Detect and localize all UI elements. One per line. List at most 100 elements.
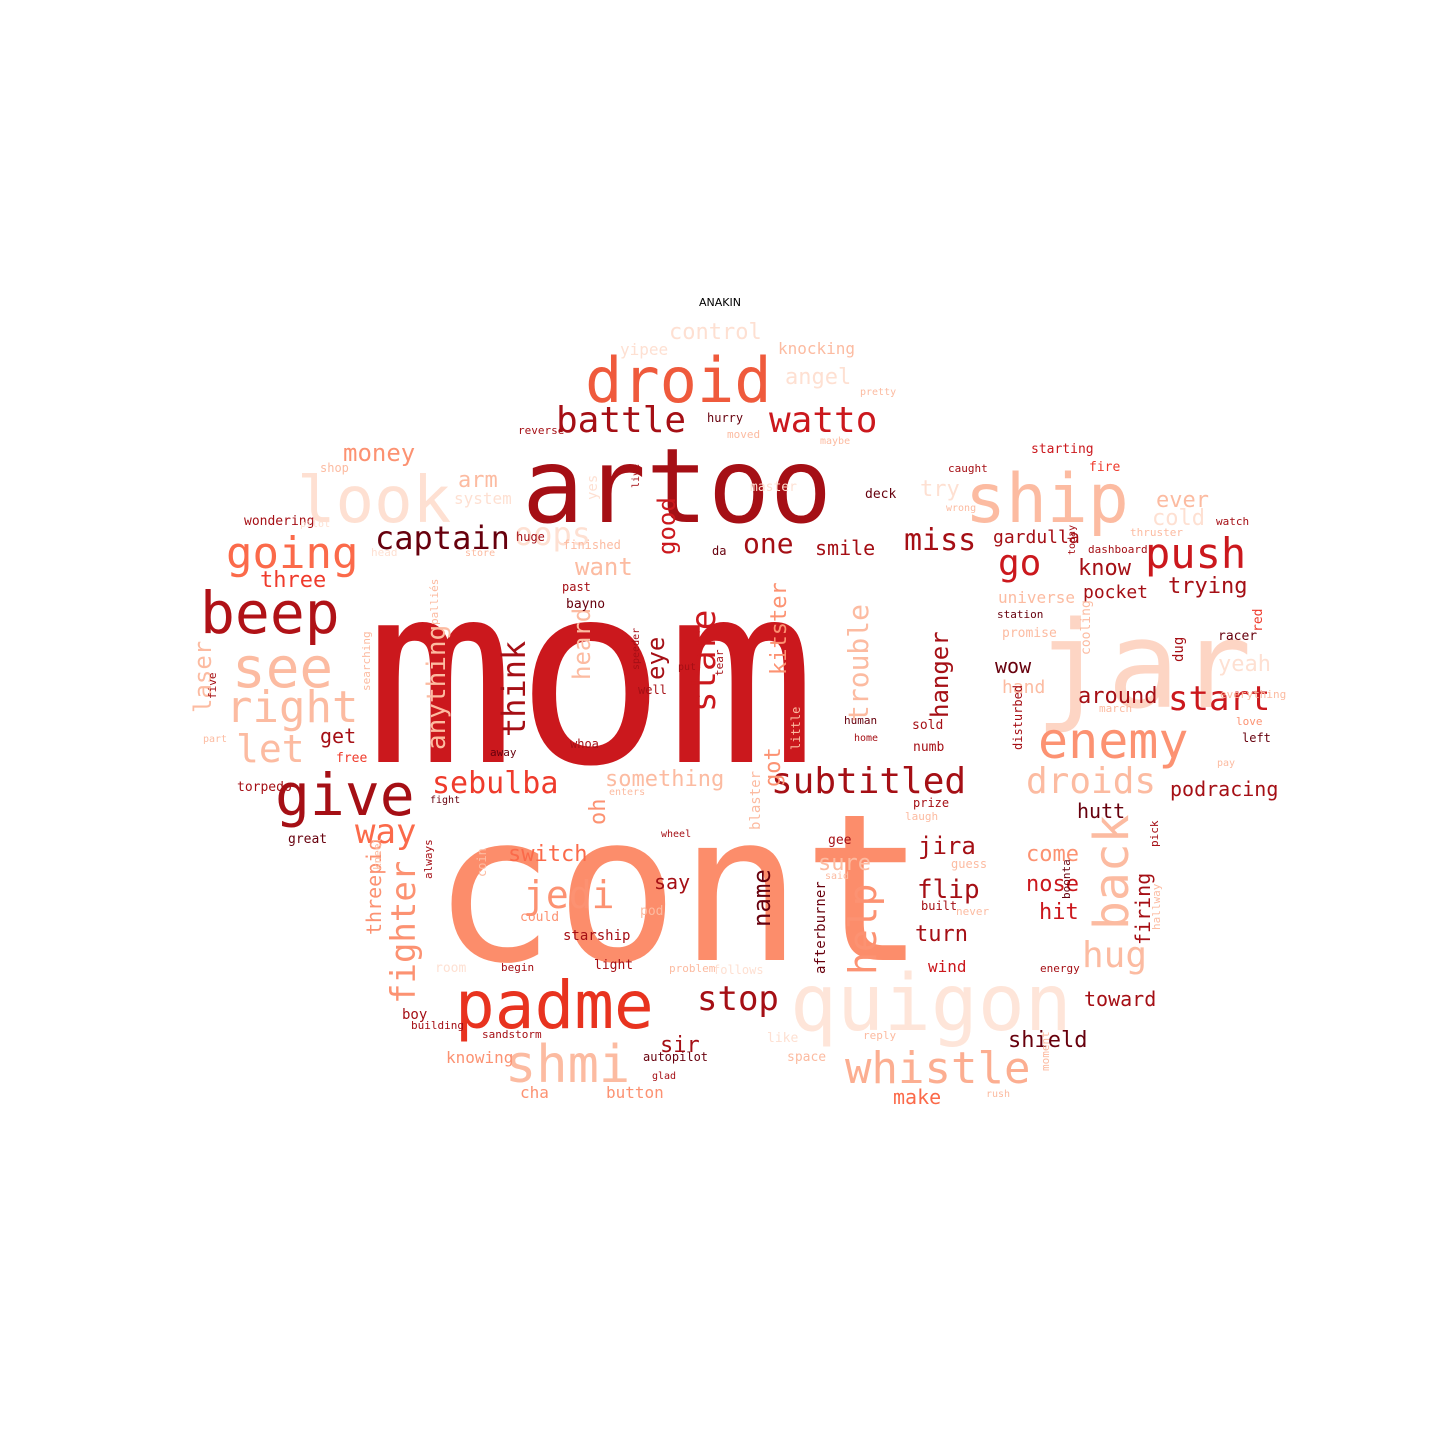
cloud-word: wind (928, 957, 967, 976)
cloud-word: sure (818, 851, 871, 876)
cloud-word: well (638, 683, 667, 697)
cloud-word: room (435, 961, 466, 976)
cloud-word: shop (320, 461, 349, 475)
cloud-word: begin (501, 961, 534, 974)
cloud-word: stop (697, 979, 779, 1019)
cloud-title: ANAKIN (699, 296, 741, 309)
cloud-word: trouble (842, 604, 875, 722)
cloud-word: oh (586, 799, 611, 826)
cloud-word: moment (1039, 1031, 1052, 1071)
cloud-word: got (761, 747, 786, 787)
cloud-word: home (854, 733, 878, 744)
cloud-word: oops (514, 515, 591, 553)
cloud-word: jar (1035, 597, 1252, 736)
cloud-word: sold (912, 718, 943, 733)
cloud-word: head (371, 546, 398, 559)
cloud-word: something (605, 767, 724, 792)
cloud-word: little (789, 707, 803, 750)
cloud-word: button (606, 1083, 664, 1102)
cloud-word: pilot (300, 519, 330, 530)
cloud-word: palliés (428, 579, 441, 625)
cloud-word: like (767, 1031, 798, 1046)
cloud-word: make (893, 1085, 941, 1109)
cloud-word: three (260, 568, 326, 593)
cloud-word: name (748, 869, 776, 927)
cloud-word: sandstorm (482, 1028, 542, 1041)
cloud-word: artoo (522, 427, 832, 547)
cloud-word: good (653, 497, 681, 555)
cloud-word: enemy (1038, 712, 1189, 770)
cloud-word: pocket (1083, 582, 1148, 603)
cloud-word: firing (1131, 873, 1155, 945)
cloud-word: reverse (518, 424, 564, 437)
cloud-word: hanger (926, 631, 954, 718)
cloud-word: want (575, 553, 633, 581)
cloud-word: knocking (778, 339, 855, 358)
cloud-word: speeder (631, 628, 642, 670)
cloud-word: around (1078, 684, 1157, 709)
cloud-word: kneel (371, 837, 384, 870)
cloud-word: cha (520, 1083, 549, 1102)
cloud-word: afterburner (813, 881, 829, 974)
cloud-word: building (411, 1019, 464, 1032)
cloud-word: hallway (1150, 883, 1163, 930)
cloud-word: problem (669, 962, 716, 975)
cloud-word: knowing (446, 1048, 513, 1067)
cloud-word: watto (769, 400, 877, 441)
cloud-word: space (787, 1050, 826, 1065)
cloud-word: stare (684, 610, 724, 712)
cloud-word: pretty (860, 387, 896, 398)
cloud-word: boonta (1060, 859, 1073, 899)
cloud-word: racer (1218, 629, 1257, 644)
cloud-word: heard (568, 608, 596, 680)
cloud-word: come (1026, 842, 1079, 867)
cloud-word: dashboard (1088, 543, 1148, 556)
cloud-word: torpedo (237, 780, 292, 795)
cloud-word: fight (430, 795, 460, 806)
cloud-word: numb (913, 740, 944, 755)
cloud-word: jira (918, 832, 976, 860)
cloud-word: live (631, 464, 642, 488)
cloud-word: prize (913, 796, 949, 810)
cloud-word: think (495, 641, 533, 737)
cloud-word: quigon (790, 959, 1072, 1049)
cloud-word: mom (365, 530, 817, 821)
cloud-word: wondering (244, 514, 314, 529)
cloud-word: caught (948, 462, 988, 475)
cloud-word: great (288, 832, 327, 847)
cloud-word: get (320, 724, 356, 748)
cloud-word: look (297, 464, 451, 538)
cloud-word: gee (828, 833, 852, 848)
cloud-word: dug (1171, 637, 1187, 662)
cloud-word: disturbed (1011, 685, 1025, 750)
cloud-word: away (490, 746, 517, 759)
cloud-word: march (1099, 702, 1132, 715)
cloud-word: push (1145, 529, 1246, 578)
cloud-word: love (1236, 715, 1263, 728)
cloud-word: one (743, 527, 794, 560)
cloud-word: turn (915, 922, 968, 947)
cloud-word: captain (375, 519, 510, 557)
cloud-word: part (203, 734, 227, 745)
cloud-word: start (1168, 679, 1270, 719)
cloud-word: control (669, 320, 762, 345)
cloud-word: ever (1156, 488, 1209, 513)
cloud-word: arm (458, 468, 498, 493)
cloud-word: today (1067, 525, 1078, 555)
cloud-word: pay (1217, 758, 1235, 769)
cloud-word: gardulla (993, 527, 1080, 548)
cloud-word: thruster (1130, 526, 1183, 539)
cloud-word: energy (1040, 962, 1080, 975)
cloud-word: see (232, 636, 333, 701)
cloud-word: podracing (1170, 777, 1278, 801)
cloud-word: red (1251, 609, 1266, 632)
cloud-word: try (920, 477, 960, 502)
cloud-word: moved (727, 428, 760, 441)
cloud-word: universe (998, 588, 1075, 607)
cloud-word: fighter (384, 861, 424, 1004)
cloud-word: beep (200, 579, 340, 647)
cloud-word: coin (475, 848, 489, 877)
cloud-word: cold (1152, 506, 1205, 531)
cloud-word: deck (865, 487, 896, 502)
